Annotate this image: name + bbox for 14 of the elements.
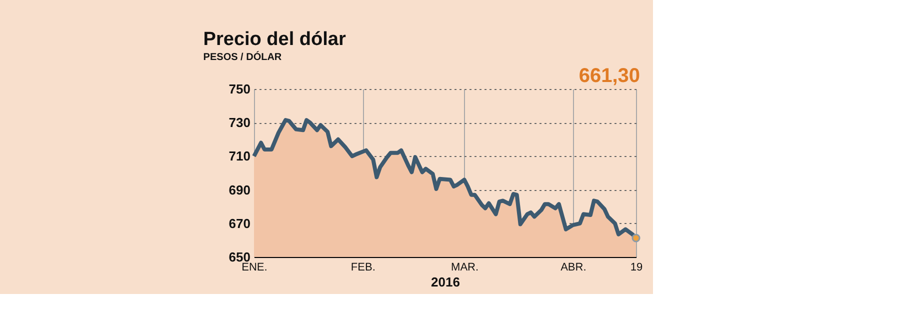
x-tick-label: FEB. <box>350 262 376 274</box>
x-tick-label: 19 <box>630 262 643 274</box>
x-tick-label: ENE. <box>242 262 268 274</box>
y-tick-label: 750 <box>228 82 250 96</box>
x-tick-label: ABR. <box>560 262 586 274</box>
y-tick-label: 730 <box>228 115 250 130</box>
y-tick-label: 690 <box>228 182 250 198</box>
x-tick-label: MAR. <box>451 262 479 274</box>
text: 661,30 <box>578 65 640 87</box>
y-tick-label: 710 <box>228 148 250 164</box>
x-axis-title: 2016 <box>431 274 460 290</box>
chart-subtitle: PESOS / DÓLAR <box>203 51 282 63</box>
chart-title: Precio del dólar <box>203 29 346 50</box>
y-tick-label: 670 <box>228 216 250 231</box>
